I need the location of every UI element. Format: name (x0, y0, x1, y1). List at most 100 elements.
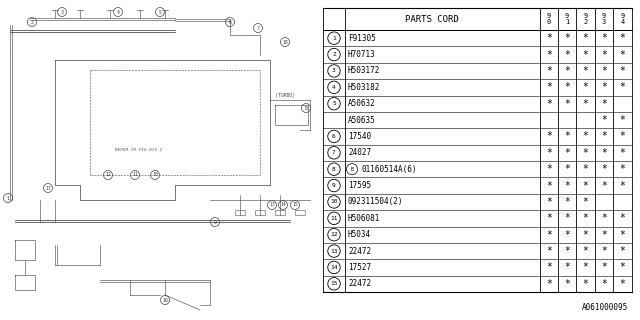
Text: 4: 4 (332, 85, 336, 90)
Text: 6: 6 (332, 134, 336, 139)
Text: *: * (620, 246, 625, 256)
Text: *: * (564, 99, 570, 109)
Text: 22472: 22472 (348, 247, 371, 256)
Text: *: * (582, 213, 588, 223)
Text: *: * (601, 99, 607, 109)
Text: 1: 1 (332, 36, 336, 41)
Text: *: * (582, 262, 588, 272)
Text: *: * (601, 164, 607, 174)
Text: 14: 14 (330, 265, 338, 270)
Text: 5: 5 (159, 10, 161, 14)
Text: *: * (564, 213, 570, 223)
Text: *: * (620, 180, 625, 191)
Text: *: * (620, 230, 625, 240)
Text: *: * (546, 33, 552, 43)
Text: *: * (546, 99, 552, 109)
Text: 11: 11 (132, 172, 138, 178)
Text: *: * (582, 230, 588, 240)
Text: *: * (620, 115, 625, 125)
Text: *: * (601, 230, 607, 240)
Text: *: * (601, 246, 607, 256)
Text: 11: 11 (330, 216, 338, 221)
Text: *: * (546, 230, 552, 240)
Text: 7: 7 (332, 150, 336, 155)
Text: *: * (620, 164, 625, 174)
Text: 9
0: 9 0 (547, 13, 551, 25)
Text: *: * (546, 82, 552, 92)
Text: *: * (546, 197, 552, 207)
Text: *: * (564, 66, 570, 76)
Text: *: * (582, 132, 588, 141)
Text: *: * (582, 279, 588, 289)
Text: *: * (546, 213, 552, 223)
Text: *: * (564, 197, 570, 207)
Text: REFER TO FIG.073-1: REFER TO FIG.073-1 (115, 148, 163, 152)
Text: *: * (620, 213, 625, 223)
Text: 16: 16 (162, 298, 168, 302)
Text: *: * (620, 82, 625, 92)
Text: *: * (601, 262, 607, 272)
Bar (295, 210, 305, 215)
Text: *: * (582, 197, 588, 207)
Text: *: * (582, 246, 588, 256)
Text: *: * (601, 82, 607, 92)
Text: *: * (546, 180, 552, 191)
Text: 12: 12 (330, 232, 338, 237)
Text: PARTS CORD: PARTS CORD (404, 14, 458, 23)
Text: 8: 8 (332, 167, 336, 172)
Text: 1: 1 (6, 196, 10, 201)
Text: 9
4: 9 4 (620, 13, 625, 25)
Text: 092311504(2): 092311504(2) (348, 197, 403, 206)
Text: 14: 14 (280, 203, 286, 207)
Text: *: * (546, 246, 552, 256)
Text: *: * (620, 66, 625, 76)
Text: *: * (564, 279, 570, 289)
Text: 18: 18 (282, 39, 288, 44)
Text: *: * (564, 148, 570, 158)
Text: 13: 13 (330, 249, 338, 253)
Text: 9
1: 9 1 (565, 13, 569, 25)
Text: *: * (564, 180, 570, 191)
Text: 12: 12 (105, 172, 111, 178)
Text: *: * (546, 132, 552, 141)
Text: *: * (546, 50, 552, 60)
Text: 7: 7 (257, 26, 259, 30)
Text: 3: 3 (332, 68, 336, 73)
Text: 2: 2 (31, 20, 33, 25)
Text: H5034: H5034 (348, 230, 371, 239)
Text: *: * (620, 148, 625, 158)
Text: *: * (620, 33, 625, 43)
Text: 17540: 17540 (348, 132, 371, 141)
Bar (275, 210, 285, 215)
Text: H506081: H506081 (348, 214, 380, 223)
Text: 15: 15 (292, 203, 298, 207)
Text: A50632: A50632 (348, 99, 376, 108)
Text: *: * (564, 82, 570, 92)
Text: 13: 13 (269, 203, 275, 207)
Text: *: * (564, 50, 570, 60)
Text: 3: 3 (61, 10, 63, 14)
Text: *: * (564, 246, 570, 256)
Text: 15: 15 (330, 281, 338, 286)
Bar (235, 210, 245, 215)
Text: *: * (582, 164, 588, 174)
Text: *: * (564, 33, 570, 43)
Text: *: * (582, 148, 588, 158)
Text: 4: 4 (116, 10, 120, 14)
Text: *: * (582, 50, 588, 60)
Text: 9
3: 9 3 (602, 13, 606, 25)
Text: *: * (582, 66, 588, 76)
Text: 17595: 17595 (348, 181, 371, 190)
Text: *: * (564, 230, 570, 240)
Text: 10: 10 (330, 199, 338, 204)
Text: H70713: H70713 (348, 50, 376, 59)
Text: *: * (601, 148, 607, 158)
Text: *: * (601, 115, 607, 125)
Text: *: * (601, 50, 607, 60)
Text: B: B (351, 167, 353, 172)
Text: *: * (546, 164, 552, 174)
Text: 10: 10 (152, 172, 158, 178)
Text: (TURBO): (TURBO) (275, 93, 295, 99)
Text: 2: 2 (332, 52, 336, 57)
Text: 17: 17 (45, 186, 51, 190)
